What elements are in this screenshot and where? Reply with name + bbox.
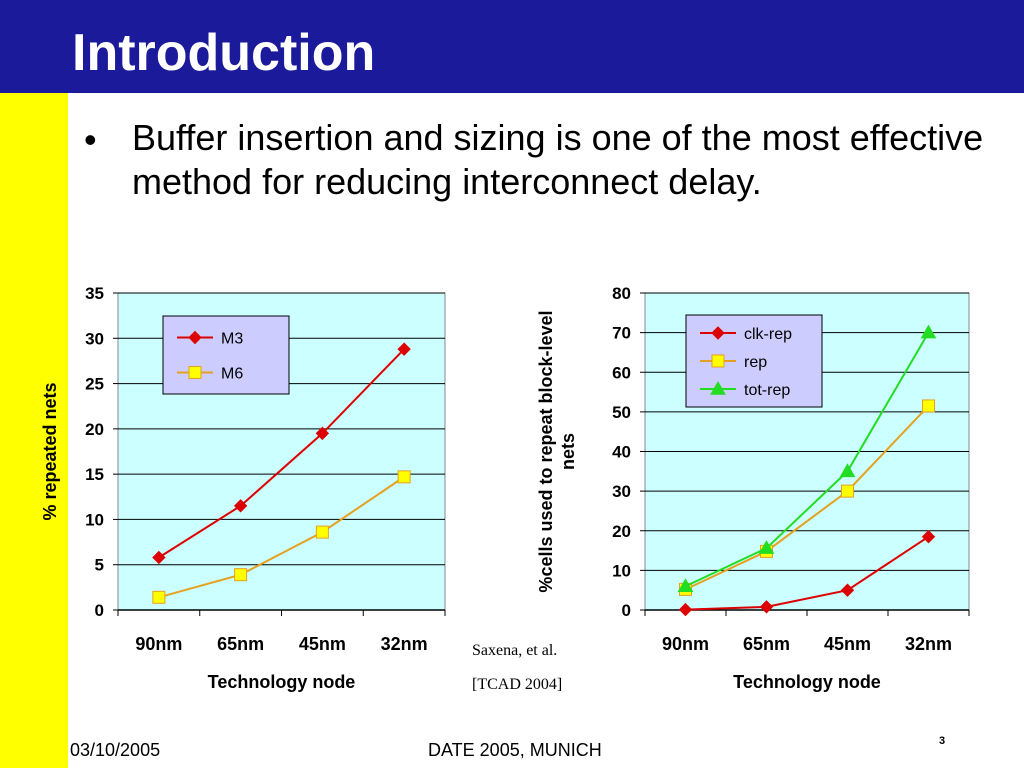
bullet-text: Buffer insertion and sizing is one of th… <box>132 117 984 202</box>
legend-label: M6 <box>221 366 243 383</box>
x-tick-label: 65nm <box>743 634 790 654</box>
data-point-rep <box>922 399 935 413</box>
chart-right: 0 10 20 30 40 50 60 70 80 90nm 65nm 45nm 32nm Technol… <box>536 284 970 692</box>
y-tick-label: 15 <box>85 465 104 484</box>
y-tick-label: 35 <box>85 284 104 303</box>
y-tick-label: 5 <box>95 556 104 575</box>
slide-title: Introduction <box>72 24 376 82</box>
x-tick-label: 32nm <box>905 634 952 654</box>
footer-event: DATE 2005, MUNICH <box>428 740 602 760</box>
data-point-clk-rep <box>921 529 936 544</box>
y-axis-label: % repeated nets <box>40 382 60 520</box>
y-tick-label: 80 <box>612 284 631 303</box>
legend-label: rep <box>744 354 767 371</box>
y-tick-label: 30 <box>85 329 104 348</box>
data-point-M6 <box>315 525 329 539</box>
data-point-clk-rep <box>759 600 774 614</box>
x-tick-label: 32nm <box>381 634 428 654</box>
x-tick-label: 90nm <box>135 634 182 654</box>
y-axis-label-line: nets <box>558 433 578 470</box>
y-tick-label: 10 <box>85 510 104 529</box>
series-line-rep <box>685 405 930 591</box>
x-tick-label: 45nm <box>824 634 871 654</box>
data-point-M3 <box>233 499 248 513</box>
y-tick-label: 20 <box>612 522 631 541</box>
y-axis-label: %cells used to repeat block-level nets <box>536 310 578 592</box>
legend-marker <box>188 366 202 379</box>
data-point-tot-rep <box>677 578 694 592</box>
data-point-M3 <box>152 550 166 565</box>
legend-label: M3 <box>221 331 243 348</box>
series-line-clk-rep <box>685 535 930 611</box>
y-tick-label: 70 <box>612 324 631 343</box>
x-axis-label: Technology node <box>208 672 356 692</box>
x-tick-label: 90nm <box>662 634 709 654</box>
x-tick-label: 65nm <box>217 634 264 654</box>
y-tick-label: 20 <box>85 420 104 439</box>
chart-left: 0 5 10 15 20 25 30 35 90nm 65nm 45nm 32nm Technology… <box>40 284 446 692</box>
data-point-rep <box>841 484 854 498</box>
series-line-M3 <box>158 348 405 559</box>
legend-marker <box>188 330 202 345</box>
page-number: 3 <box>939 735 946 747</box>
data-point-M6 <box>234 568 248 582</box>
data-point-tot-rep <box>839 463 856 478</box>
x-axis-label: Technology node <box>733 672 881 692</box>
data-point-M6 <box>152 590 166 604</box>
y-tick-label: 0 <box>622 601 631 620</box>
legend-marker <box>711 354 725 368</box>
citation-source: [TCAD 2004] <box>472 676 563 693</box>
data-point-clk-rep <box>840 583 855 597</box>
series-line-M6 <box>158 476 405 599</box>
y-tick-label: 40 <box>612 443 631 462</box>
data-point-M6 <box>397 470 411 484</box>
y-tick-label: 25 <box>85 375 104 394</box>
data-point-clk-rep <box>678 602 693 617</box>
legend-label: tot-rep <box>744 382 790 399</box>
legend-box <box>162 315 290 395</box>
data-point-tot-rep <box>920 324 937 339</box>
header-bar <box>0 0 1024 93</box>
legend-label: clk-rep <box>744 326 792 343</box>
x-tick-label: 45nm <box>299 634 346 654</box>
data-point-M3 <box>397 342 411 356</box>
data-point-M3 <box>315 426 330 441</box>
y-tick-label: 10 <box>612 561 631 580</box>
bullet-marker: • <box>84 119 97 160</box>
y-tick-label: 60 <box>612 363 631 382</box>
series-line-tot-rep <box>685 332 930 588</box>
legend-marker <box>710 380 726 395</box>
y-tick-label: 50 <box>612 403 631 422</box>
y-tick-label: 0 <box>95 601 104 620</box>
y-tick-label: 30 <box>612 482 631 501</box>
footer-date: 03/10/2005 <box>70 740 161 760</box>
citation-author: Saxena, et al. <box>472 642 558 659</box>
legend-marker <box>711 326 725 340</box>
y-axis-label-line: %cells used to repeat block-level <box>536 310 556 592</box>
data-point-tot-rep <box>758 540 775 554</box>
sidebar-strip <box>0 93 68 768</box>
